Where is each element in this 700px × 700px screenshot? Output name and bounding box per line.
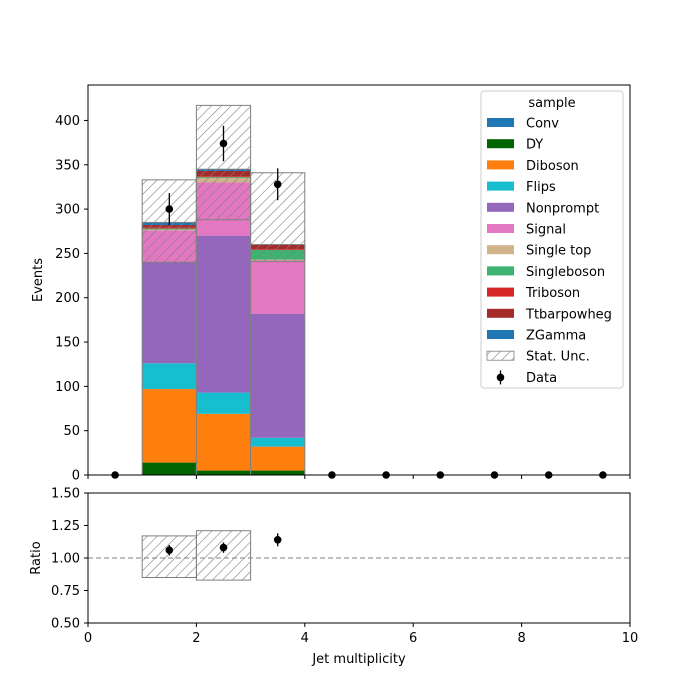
x-tick-label: 4 xyxy=(301,631,309,646)
legend-label: Data xyxy=(526,371,557,386)
legend-label: Flips xyxy=(526,180,556,195)
ratio-points xyxy=(165,533,282,556)
data-points xyxy=(111,125,607,479)
legend-label: Ttbarpowheg xyxy=(525,307,612,322)
ratio-y-tick-label: 1.25 xyxy=(51,519,80,534)
legend-label: Nonprompt xyxy=(526,201,599,216)
stat-unc-band xyxy=(141,104,306,263)
data-point xyxy=(219,139,228,148)
ratio-y-tick-label: 0.50 xyxy=(51,617,80,632)
legend-swatch xyxy=(487,181,514,191)
y-tick-label: 200 xyxy=(55,291,80,306)
ratio-y-tick-label: 1.00 xyxy=(51,552,80,567)
bar-segment xyxy=(196,392,251,414)
x-tick-label: 8 xyxy=(517,631,525,646)
y-tick-label: 250 xyxy=(55,247,80,262)
ratio-point xyxy=(273,536,282,544)
legend-label: Signal xyxy=(526,223,566,238)
ratio-unc-box xyxy=(195,530,252,581)
data-point xyxy=(273,180,282,189)
top-y-axis: 0 50 100 150 200 250 300 350 400 xyxy=(55,114,88,484)
top-x-ticks xyxy=(87,475,631,479)
legend-box xyxy=(480,90,624,389)
bar-segment xyxy=(250,470,305,475)
stat-unc-box xyxy=(195,104,252,221)
legend-swatch xyxy=(487,139,514,149)
legend-swatch xyxy=(487,287,514,297)
bar-segment xyxy=(250,437,305,447)
x-axis-label: Jet multiplicity xyxy=(311,652,406,667)
legend-swatch xyxy=(487,118,514,127)
bar-segment xyxy=(250,260,305,314)
x-tick-label: 2 xyxy=(192,631,200,646)
x-tick-label: 10 xyxy=(622,631,639,646)
bar-segment xyxy=(142,262,197,364)
bar-segment xyxy=(142,462,197,475)
legend-label: Triboson xyxy=(525,286,580,301)
legend-swatch xyxy=(487,224,514,233)
y-tick-label: 150 xyxy=(55,336,80,351)
bar-segment xyxy=(196,235,251,393)
x-tick-label: 0 xyxy=(84,631,92,646)
y-tick-label: 50 xyxy=(63,424,80,439)
ratio-point xyxy=(219,543,228,552)
ratio-y-tick-label: 1.50 xyxy=(51,487,80,502)
bar-segment xyxy=(196,413,251,471)
bar-segment xyxy=(196,470,251,475)
legend-swatch xyxy=(487,266,514,276)
legend-label: Single top xyxy=(526,244,591,259)
legend-swatch xyxy=(487,330,514,339)
legend-label: Singleboson xyxy=(526,265,605,280)
y-tick-label: 0 xyxy=(72,469,80,484)
x-axis: 0 2 4 6 8 10 xyxy=(84,623,638,646)
legend-title: sample xyxy=(528,96,575,111)
data-point xyxy=(165,205,174,213)
y-tick-label: 300 xyxy=(55,203,80,218)
ratio-unc-box xyxy=(141,535,197,579)
ratio-y-axis: 0.50 0.75 1.00 1.25 1.50 xyxy=(51,487,88,632)
legend: sample Conv DY Diboson Flips Nonprompt Signal S… xyxy=(480,90,624,389)
legend-swatch xyxy=(487,202,514,212)
y-tick-label: 350 xyxy=(55,158,80,173)
legend-marker xyxy=(496,373,505,382)
ratio-y-tick-label: 0.75 xyxy=(51,584,80,599)
x-tick-label: 6 xyxy=(409,631,417,646)
legend-label: Diboson xyxy=(526,159,579,174)
legend-swatch xyxy=(487,308,514,318)
legend-label: ZGamma xyxy=(526,329,586,344)
bar-segment xyxy=(250,446,305,471)
top-plot-frame xyxy=(87,84,631,476)
ratio-y-axis-label: Ratio xyxy=(29,541,44,574)
y-tick-label: 100 xyxy=(55,380,80,395)
bar-segment xyxy=(142,363,197,390)
y-tick-label: 400 xyxy=(55,114,80,129)
ratio-point xyxy=(165,546,174,554)
legend-label: Conv xyxy=(526,117,559,132)
bar-segment xyxy=(250,313,305,438)
top-y-axis-label: Events xyxy=(31,258,46,302)
legend-label: Stat. Unc. xyxy=(526,350,590,365)
legend-swatch xyxy=(487,245,514,255)
legend-label: DY xyxy=(526,138,543,153)
ratio-unc-band xyxy=(141,530,252,581)
legend-swatch xyxy=(486,350,515,361)
bar-segment xyxy=(142,389,197,463)
legend-swatch xyxy=(487,160,514,170)
